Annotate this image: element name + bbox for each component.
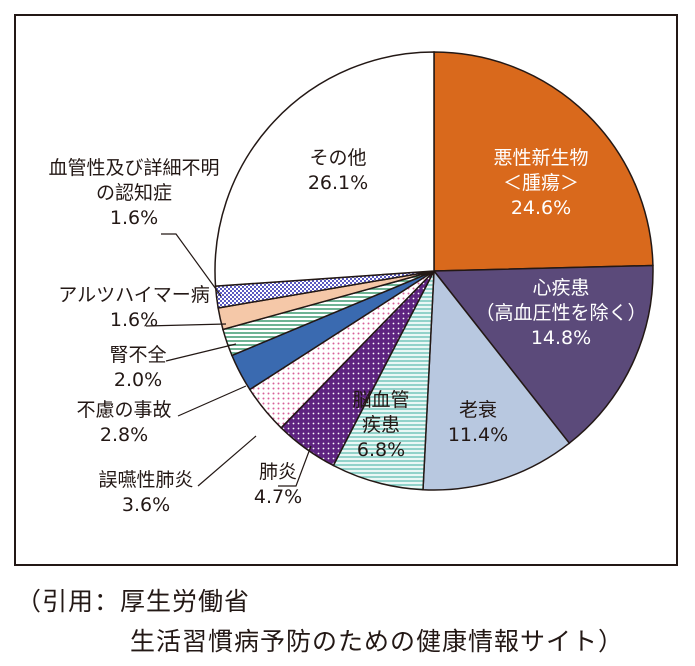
leader-line-5: [197, 435, 257, 487]
leader-line-6: [177, 385, 247, 417]
slice-label-0: 悪性新生物: [493, 147, 588, 169]
slice-value-8: 1.6%: [110, 309, 158, 331]
pie-chart: 悪性新生物 ＜腫瘍＞ 24.6% 心疾患 （高血圧性を除く） 14.8% 老衰 11.4% 脳血…: [48, 51, 654, 516]
slice-value-2: 11.4%: [448, 424, 508, 446]
leader-line-9: [161, 233, 222, 297]
slice-value-3: 6.8%: [357, 439, 405, 461]
slice-value-6: 2.8%: [100, 424, 148, 446]
pie-slice-2: [422, 268, 571, 491]
slice-value-7: 2.0%: [114, 369, 162, 391]
slice-value-0: 24.6%: [511, 197, 571, 219]
slice-label-9: の認知症: [96, 182, 172, 204]
citation-line-2: 生活習慣病予防のための健康情報サイト）: [130, 627, 625, 656]
slice-value-4: 4.7%: [254, 486, 302, 508]
leader-line-4: [278, 445, 312, 487]
slice-value-9: 1.6%: [110, 207, 158, 229]
pie-slice-10: [214, 51, 435, 287]
slice-label-1: （高血圧性を除く）: [475, 302, 646, 324]
slice-label-3: 脳血管: [352, 389, 409, 411]
slice-label-7: 腎不全: [109, 344, 166, 366]
pie-slice-0: [433, 51, 654, 272]
slice-label-10: その他: [309, 147, 366, 169]
slice-label-8: アルツハイマー病: [58, 284, 209, 306]
slice-value-1: 14.8%: [531, 327, 591, 349]
slice-label-5: 誤嚥性肺炎: [98, 469, 193, 491]
slice-label-1: 心疾患: [532, 277, 589, 299]
slice-label-3: 疾患: [362, 414, 400, 436]
slice-value-10: 26.1%: [308, 172, 368, 194]
chart-frame: 悪性新生物 ＜腫瘍＞ 24.6% 心疾患 （高血圧性を除く） 14.8% 老衰 11.4% 脳血…: [14, 14, 678, 566]
slice-label-0: ＜腫瘍＞: [503, 172, 579, 194]
leader-line-8: [145, 323, 227, 327]
leader-line-7: [165, 343, 237, 362]
slice-value-5: 3.6%: [122, 494, 170, 516]
pie-slice-1: [432, 264, 654, 445]
slice-label-6: 不慮の事故: [76, 399, 171, 421]
slice-label-2: 老衰: [459, 399, 497, 421]
slice-label-9: 血管性及び詳細不明: [48, 157, 219, 179]
slice-label-4: 肺炎: [259, 461, 297, 483]
citation-line-1: （引用：厚生労働省: [16, 587, 251, 616]
